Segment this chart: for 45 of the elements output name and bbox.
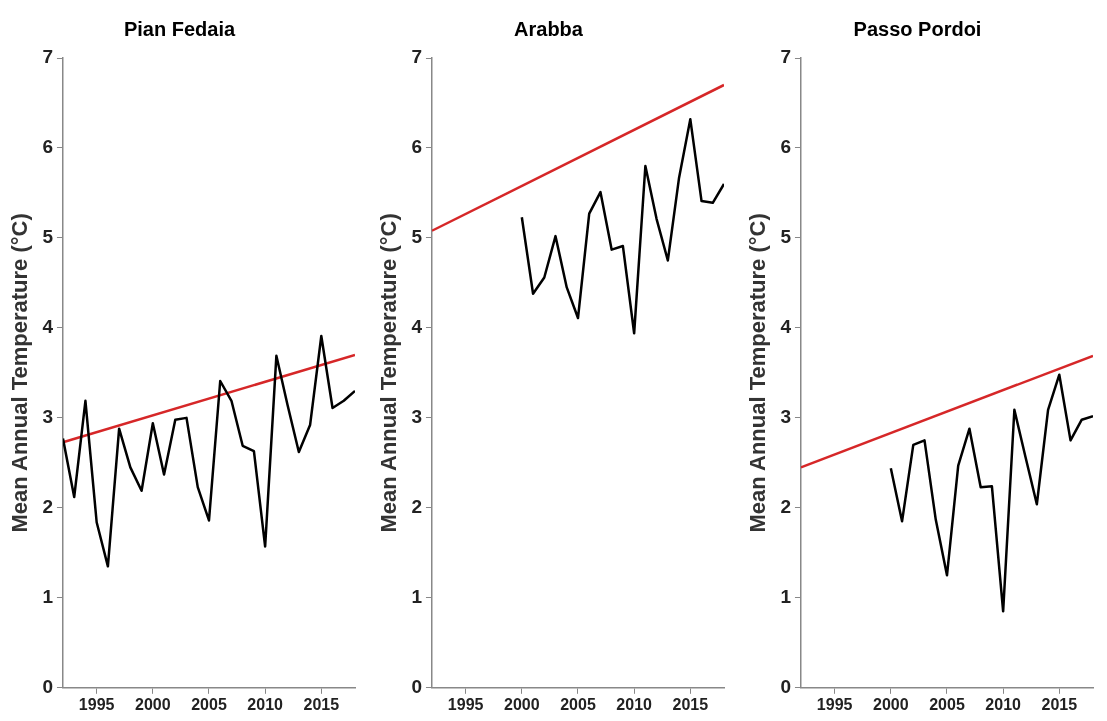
y-tick-label: 6 [411,136,422,158]
x-tick-label: 2000 [135,695,171,713]
chart-title: Pian Fedaia [123,17,236,40]
x-tick-label: 2000 [873,695,909,713]
y-tick-label: 5 [780,226,792,248]
x-tick-label: 2000 [504,695,540,713]
y-tick-label: 4 [411,316,423,338]
y-tick-label: 5 [411,226,423,248]
x-tick-label: 1995 [816,695,853,713]
x-tick-label: 2015 [672,695,709,713]
y-tick-label: 0 [411,676,422,698]
x-tick-label: 2005 [929,695,965,713]
y-axis-title: Mean Annual Temperature (°C) [7,213,33,533]
y-tick-label: 6 [780,136,791,158]
y-tick-label: 1 [780,586,792,608]
x-tick-label: 1995 [447,695,484,713]
y-tick-label: 3 [411,406,422,428]
y-tick-label: 4 [42,316,54,338]
y-tick-label: 7 [411,46,422,68]
y-axis-title: Mean Annual Temperature (°C) [745,213,771,533]
x-tick-label: 2005 [191,695,227,713]
x-tick-label: 2010 [985,695,1022,713]
x-tick-label: 2015 [1041,695,1078,713]
y-tick-label: 7 [780,46,791,68]
chart-title: Passo Pordoi [853,17,982,40]
y-tick-label: 2 [780,496,791,518]
y-tick-label: 0 [780,676,791,698]
x-tick-label: 2010 [616,695,653,713]
y-axis-title: Mean Annual Temperature (°C) [376,213,402,533]
y-tick-label: 6 [42,136,53,158]
y-tick-label: 1 [42,586,54,608]
y-tick-label: 5 [42,226,54,248]
y-tick-label: 4 [780,316,792,338]
chart-title: Arabba [514,17,584,40]
x-tick-label: 2005 [560,695,596,713]
x-tick-label: 2010 [247,695,284,713]
y-tick-label: 7 [42,46,53,68]
y-tick-label: 1 [411,586,423,608]
y-tick-label: 2 [411,496,422,518]
y-tick-label: 2 [42,496,53,518]
y-tick-label: 0 [42,676,53,698]
y-tick-label: 3 [780,406,791,428]
y-tick-label: 3 [42,406,53,428]
x-tick-label: 1995 [78,695,115,713]
x-tick-label: 2015 [303,695,340,713]
